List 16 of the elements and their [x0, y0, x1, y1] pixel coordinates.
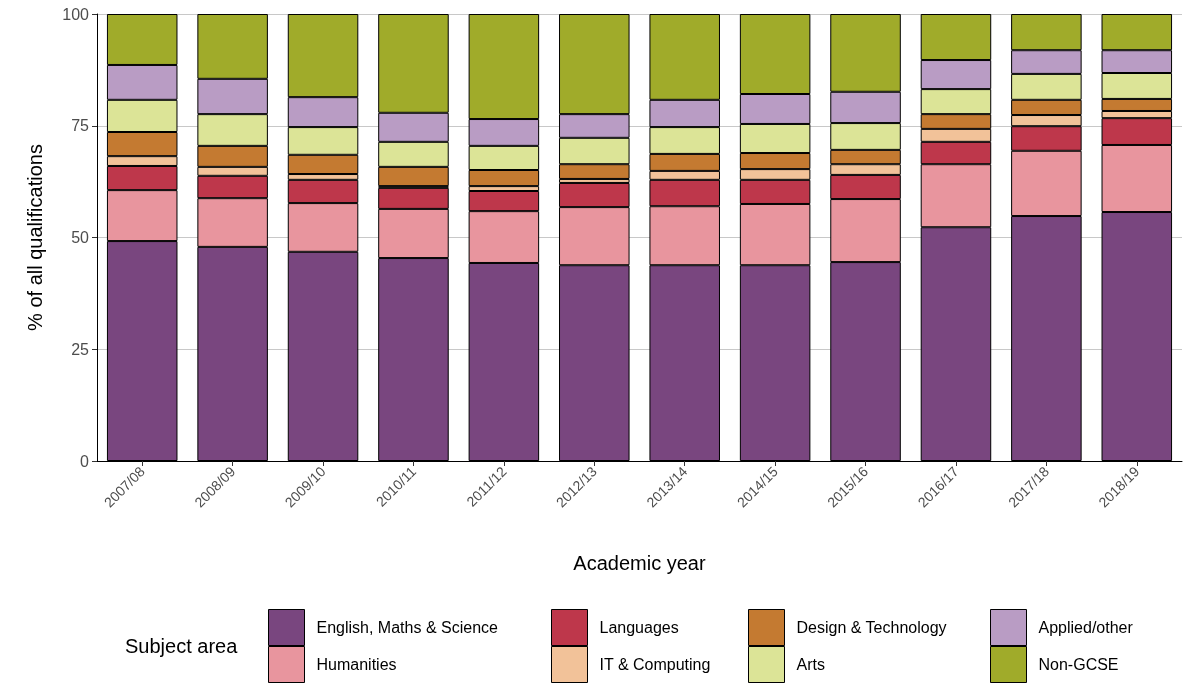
- legend-label: Applied/other: [1038, 619, 1134, 636]
- y-axis-title: % of all qualifications: [24, 144, 46, 331]
- x-axis-title: Academic year: [573, 552, 706, 574]
- y-tick-label: 75: [71, 117, 90, 135]
- y-tick-label: 100: [62, 5, 90, 23]
- y-tick-label: 0: [80, 452, 90, 470]
- legend-label: IT & Computing: [599, 656, 711, 673]
- legend-title: Subject area: [125, 635, 239, 657]
- legend-label: Arts: [796, 656, 825, 673]
- y-tick-label: 25: [71, 340, 90, 358]
- legend-label: Languages: [599, 619, 679, 636]
- legend-label: English, Maths & Science: [316, 619, 499, 636]
- y-tick-label: 50: [71, 229, 90, 246]
- legend-label: Humanities: [316, 656, 397, 673]
- legend-label: Non-GCSE: [1038, 656, 1119, 673]
- legend-label: Design & Technology: [796, 619, 947, 636]
